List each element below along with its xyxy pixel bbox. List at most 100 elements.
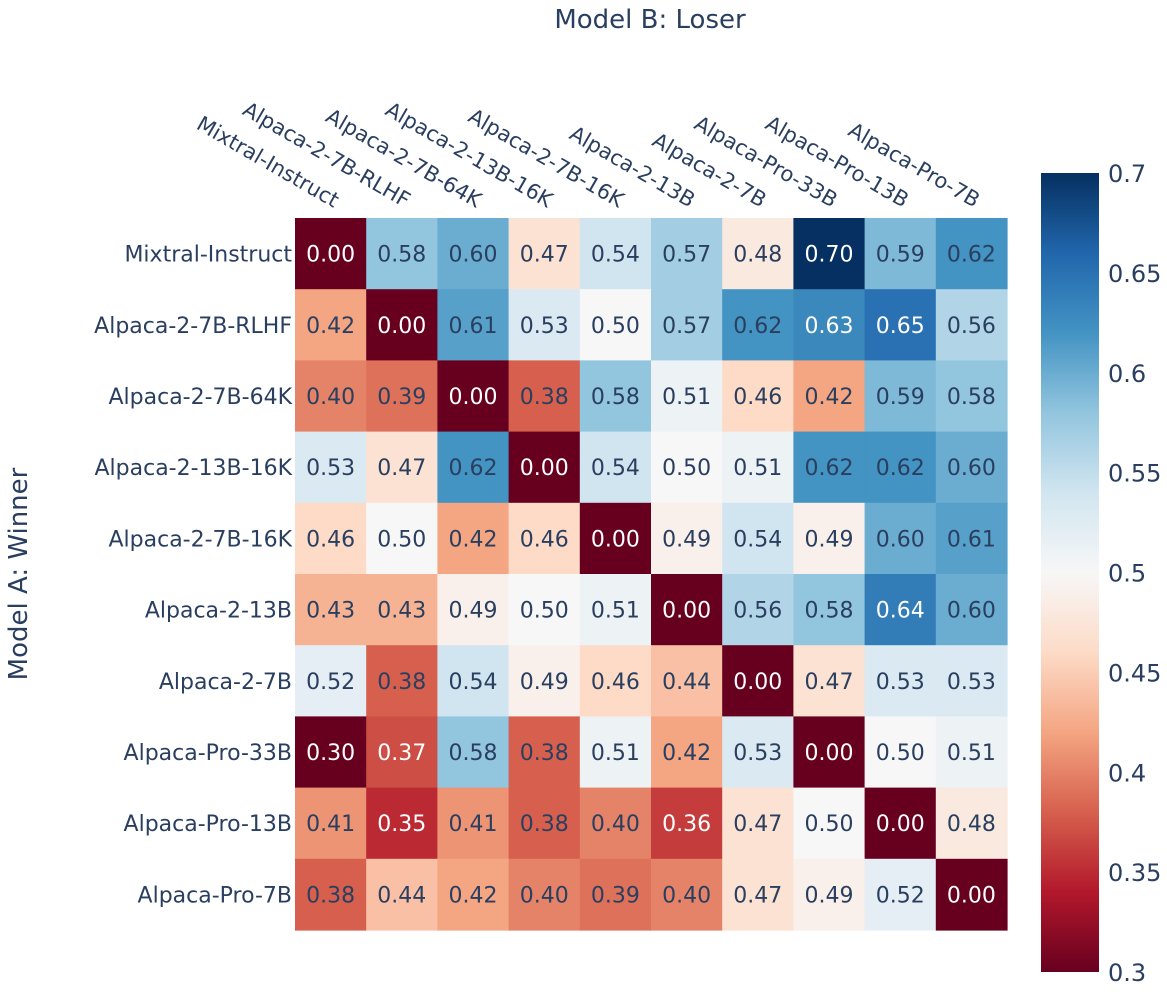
cell-value: 0.54 bbox=[591, 243, 640, 268]
heatmap-cell bbox=[437, 574, 510, 646]
cell-value: 0.53 bbox=[876, 670, 925, 695]
heatmap-cell bbox=[722, 502, 794, 575]
cell-value: 0.60 bbox=[947, 599, 996, 624]
cell-value: 0.00 bbox=[805, 741, 854, 766]
cell-value: 0.00 bbox=[306, 243, 355, 268]
heatmap-cell bbox=[651, 431, 723, 504]
colorbar-tick-label: 0.6 bbox=[1108, 360, 1146, 388]
cell-value: 0.36 bbox=[662, 812, 711, 837]
colorbar-tick-label: 0.65 bbox=[1108, 260, 1161, 288]
heatmap-cell bbox=[935, 218, 1008, 290]
cell-value: 0.50 bbox=[591, 314, 640, 339]
cell-value: 0.65 bbox=[876, 314, 925, 339]
heatmap-cell bbox=[508, 289, 581, 361]
cell-value: 0.53 bbox=[306, 456, 355, 481]
heatmap-cell bbox=[579, 645, 652, 717]
heatmap-cell bbox=[508, 431, 581, 504]
cell-value: 0.50 bbox=[805, 812, 854, 837]
cell-value: 0.35 bbox=[377, 812, 426, 837]
heatmap-cell bbox=[579, 289, 652, 361]
heatmap-cell bbox=[935, 716, 1008, 789]
cell-value: 0.49 bbox=[520, 670, 569, 695]
cell-value: 0.58 bbox=[805, 599, 854, 624]
y-tick-label: Alpaca-2-13B bbox=[145, 599, 292, 624]
heatmap-cell bbox=[935, 431, 1008, 504]
cell-value: 0.40 bbox=[591, 812, 640, 837]
heatmap-cell bbox=[437, 716, 510, 789]
heatmap-cell bbox=[864, 360, 937, 433]
heatmap-cell bbox=[864, 502, 937, 575]
colorbar-gradient bbox=[1041, 173, 1099, 972]
cell-value: 0.50 bbox=[377, 527, 426, 552]
heatmap-cell bbox=[366, 787, 438, 860]
heatmap-cell bbox=[579, 716, 652, 789]
cell-value: 0.57 bbox=[662, 314, 711, 339]
cell-value: 0.49 bbox=[805, 527, 854, 552]
y-axis-ticks: Mixtral-Instruct Alpaca-2-7B-RLHF Alpaca-2… bbox=[94, 243, 292, 909]
heatmap-cell bbox=[295, 431, 367, 504]
heatmap-cell bbox=[864, 431, 937, 504]
cell-value: 0.00 bbox=[377, 314, 426, 339]
heatmap-cell bbox=[793, 645, 866, 717]
cell-value: 0.59 bbox=[876, 385, 925, 410]
cell-value: 0.54 bbox=[591, 456, 640, 481]
heatmap-cell bbox=[295, 858, 367, 931]
heatmap-cell bbox=[508, 218, 581, 290]
cell-value: 0.00 bbox=[733, 670, 782, 695]
cell-value: 0.41 bbox=[306, 812, 355, 837]
heatmap-cell bbox=[864, 787, 937, 860]
heatmap-cell bbox=[651, 218, 723, 290]
cell-value: 0.00 bbox=[876, 812, 925, 837]
cell-value: 0.53 bbox=[520, 314, 569, 339]
heatmap-cell bbox=[437, 289, 510, 361]
heatmap-cell bbox=[722, 574, 794, 646]
cell-value: 0.46 bbox=[733, 385, 782, 410]
cell-value: 0.30 bbox=[306, 741, 355, 766]
cell-value: 0.57 bbox=[662, 243, 711, 268]
heatmap-cell bbox=[366, 289, 438, 361]
heatmap-cell bbox=[722, 645, 794, 717]
heatmap-cell bbox=[508, 716, 581, 789]
heatmap-cell bbox=[793, 574, 866, 646]
y-axis-label: Model A: Winner bbox=[4, 467, 34, 680]
heatmap-cell bbox=[437, 645, 510, 717]
heatmap-cell bbox=[651, 502, 723, 575]
cell-value: 0.38 bbox=[377, 670, 426, 695]
cell-value: 0.56 bbox=[733, 599, 782, 624]
heatmap-cell bbox=[864, 574, 937, 646]
cell-value: 0.63 bbox=[805, 314, 854, 339]
heatmap-cell bbox=[437, 218, 510, 290]
heatmap-cell bbox=[366, 218, 438, 290]
cell-value: 0.38 bbox=[520, 812, 569, 837]
cell-value: 0.51 bbox=[733, 456, 782, 481]
cell-value: 0.49 bbox=[449, 599, 498, 624]
heatmap-cell bbox=[295, 574, 367, 646]
heatmap-cell bbox=[437, 858, 510, 931]
cell-value: 0.53 bbox=[733, 741, 782, 766]
y-tick-label: Alpaca-2-7B bbox=[159, 670, 292, 695]
heatmap-cell bbox=[437, 431, 510, 504]
heatmap-cell bbox=[651, 360, 723, 433]
cell-value: 0.40 bbox=[306, 385, 355, 410]
y-tick-label: Alpaca-2-7B-RLHF bbox=[94, 314, 292, 339]
heatmap-cell bbox=[295, 218, 367, 290]
heatmap-cell bbox=[651, 858, 723, 931]
colorbar-tick-label: 0.5 bbox=[1108, 560, 1146, 588]
cell-value: 0.00 bbox=[662, 599, 711, 624]
heatmap-cell bbox=[579, 787, 652, 860]
colorbar-tick-label: 0.4 bbox=[1108, 759, 1146, 787]
cell-value: 0.42 bbox=[306, 314, 355, 339]
cell-value: 0.62 bbox=[947, 243, 996, 268]
heatmap-cell bbox=[651, 574, 723, 646]
cell-value: 0.52 bbox=[876, 883, 925, 908]
heatmap-cell bbox=[793, 787, 866, 860]
cell-value: 0.49 bbox=[805, 883, 854, 908]
colorbar-tick-label: 0.35 bbox=[1108, 859, 1161, 887]
heatmap-cell bbox=[722, 858, 794, 931]
cell-value: 0.49 bbox=[662, 527, 711, 552]
cell-value: 0.00 bbox=[449, 385, 498, 410]
cell-value: 0.00 bbox=[591, 527, 640, 552]
cell-value: 0.60 bbox=[947, 456, 996, 481]
y-tick-label: Alpaca-Pro-33B bbox=[124, 741, 292, 766]
y-tick-label: Alpaca-2-7B-64K bbox=[108, 385, 292, 410]
